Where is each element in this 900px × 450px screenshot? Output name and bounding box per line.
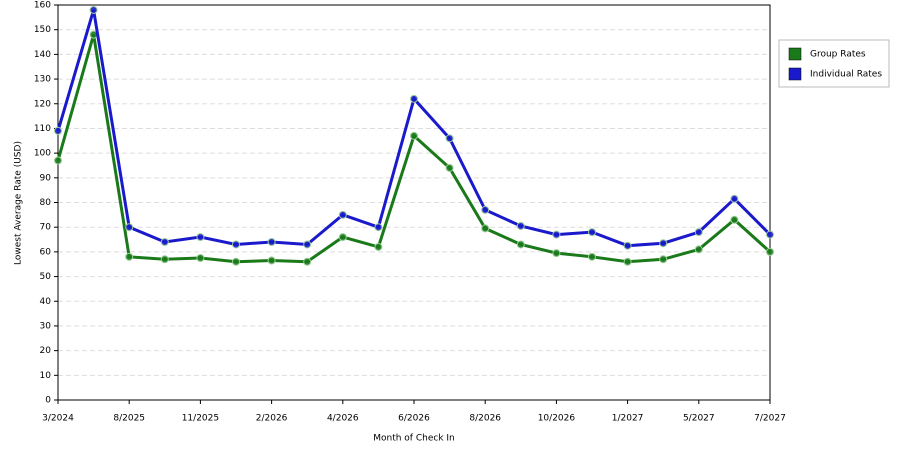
x-tick-label: 5/2027: [683, 414, 715, 424]
point: [766, 230, 774, 239]
point: [623, 257, 632, 266]
point: [659, 255, 668, 264]
point: [445, 134, 454, 143]
y-tick-label: 120: [34, 99, 51, 109]
point: [54, 126, 62, 135]
point: [659, 239, 668, 248]
point: [374, 242, 383, 251]
point: [374, 223, 383, 232]
point: [267, 238, 276, 246]
legend-label: Group Rates: [810, 50, 866, 60]
y-tick-label: 140: [34, 50, 51, 60]
point: [730, 215, 739, 224]
y-tick-label: 130: [34, 75, 51, 85]
y-tick-label: 0: [45, 396, 51, 406]
point: [516, 240, 525, 249]
point: [410, 131, 418, 140]
point: [196, 254, 205, 263]
point: [338, 210, 347, 219]
y-tick-label: 160: [34, 1, 51, 11]
point: [730, 194, 739, 203]
point: [89, 5, 98, 14]
x-tick-label: 1/2027: [612, 414, 644, 424]
point: [410, 94, 418, 103]
y-tick-label: 80: [40, 198, 52, 208]
y-tick-label: 70: [40, 223, 52, 233]
y-tick-label: 10: [40, 371, 52, 381]
y-tick-label: 60: [40, 247, 52, 257]
point: [160, 255, 169, 264]
x-tick-label: 3/2024: [42, 414, 74, 424]
x-tick-label: 10/2026: [538, 414, 576, 424]
point: [338, 233, 347, 242]
legend-label: Individual Rates: [810, 70, 882, 80]
point: [694, 228, 703, 237]
point: [232, 257, 240, 266]
point: [552, 230, 561, 239]
x-axis-label: Month of Check In: [373, 434, 455, 444]
y-tick-label: 90: [40, 173, 52, 183]
point: [267, 256, 276, 265]
x-tick-label: 8/2026: [469, 414, 501, 424]
x-tick-label: 6/2026: [398, 414, 430, 424]
point: [303, 257, 312, 266]
y-axis-label: Lowest Average Rate (USD): [14, 141, 24, 265]
y-tick-label: 50: [40, 272, 52, 282]
x-tick-label: 11/2025: [182, 414, 219, 424]
x-tick-label: 2/2026: [256, 414, 288, 424]
point: [196, 233, 205, 242]
point: [481, 205, 490, 214]
point: [623, 241, 632, 250]
point: [766, 247, 774, 256]
y-tick-label: 100: [34, 149, 51, 159]
series-line: [56, 9, 772, 248]
point: [445, 163, 454, 172]
point: [54, 156, 62, 165]
point: [160, 238, 169, 246]
point: [125, 252, 134, 261]
point: [125, 223, 134, 232]
point: [588, 252, 596, 261]
y-tick-label: 110: [34, 124, 51, 134]
point: [232, 240, 240, 249]
point: [481, 224, 490, 233]
point: [588, 228, 596, 237]
point: [303, 240, 312, 249]
legend-swatch: [788, 47, 802, 61]
point: [694, 245, 703, 254]
x-tick-label: 8/2025: [113, 414, 145, 424]
x-tick-label: 4/2026: [327, 414, 359, 424]
y-tick-label: 30: [40, 321, 52, 331]
x-tick-label: 7/2027: [754, 414, 786, 424]
point: [552, 249, 561, 258]
y-tick-label: 150: [34, 25, 51, 35]
y-tick-label: 40: [40, 297, 52, 307]
legend-swatch: [788, 67, 802, 81]
y-tick-label: 20: [40, 346, 52, 356]
point: [516, 221, 525, 230]
